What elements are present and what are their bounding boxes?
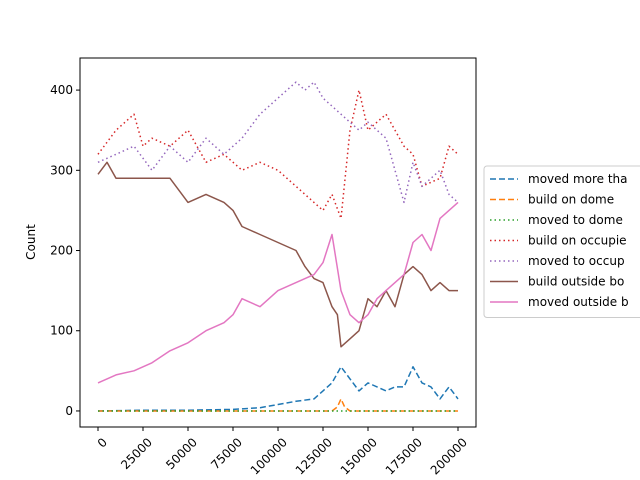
series-line-6 — [97, 161, 458, 348]
legend-label: build outside bo — [528, 275, 624, 289]
series-line-7 — [97, 201, 459, 384]
legend-label: moved outside b — [528, 295, 629, 309]
series-line-4 — [97, 89, 459, 220]
legend: moved more tha build on dome moved to dome… — [483, 165, 640, 318]
y-axis: 0 100 200 300 400 — [50, 83, 80, 418]
legend-label: build on dome — [528, 193, 614, 207]
legend-box — [483, 165, 640, 318]
legend-label: build on occupie — [528, 234, 627, 248]
y-tick-label: 400 — [50, 83, 73, 97]
legend-label: moved more tha — [528, 172, 628, 186]
y-tick-label: 0 — [65, 404, 73, 418]
legend-label: moved to dome — [528, 213, 623, 227]
y-tick-label: 200 — [50, 244, 73, 258]
plot-lines — [97, 81, 459, 412]
series-line-1 — [97, 366, 459, 412]
y-axis-label: Count — [24, 224, 38, 260]
series-line-5 — [97, 81, 459, 204]
y-tick-label: 100 — [50, 324, 73, 338]
legend-label: moved to occup — [528, 254, 625, 268]
y-tick-label: 300 — [50, 163, 73, 177]
series-line-2 — [98, 398, 458, 412]
